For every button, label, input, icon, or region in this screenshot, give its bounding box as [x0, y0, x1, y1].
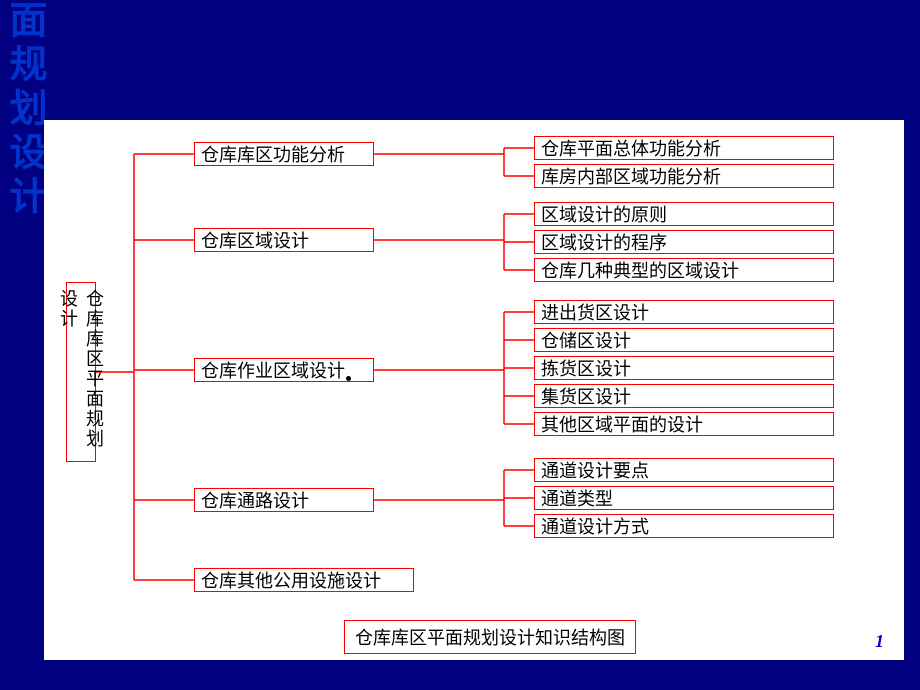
level3-node-12: 通道设计方式 [534, 514, 834, 538]
level3-node-7: 拣货区设计 [534, 356, 834, 380]
side-title: 面规划设计 [2, 0, 44, 220]
bullet-dot [346, 376, 351, 381]
level2-node-3: 仓库通路设计 [194, 488, 374, 512]
level3-node-1: 库房内部区域功能分析 [534, 164, 834, 188]
caption-box: 仓库库区平面规划设计知识结构图 [344, 620, 636, 654]
level2-node-1: 仓库区域设计 [194, 228, 374, 252]
level3-node-6: 仓储区设计 [534, 328, 834, 352]
level2-node-4: 仓库其他公用设施设计 [194, 568, 414, 592]
level3-node-2: 区域设计的原则 [534, 202, 834, 226]
level2-node-0: 仓库库区功能分析 [194, 142, 374, 166]
level3-node-8: 集货区设计 [534, 384, 834, 408]
level3-node-5: 进出货区设计 [534, 300, 834, 324]
level3-node-10: 通道设计要点 [534, 458, 834, 482]
page-number: 1 [875, 631, 884, 652]
root-node: 仓库库区平面规划设计 [66, 282, 96, 462]
level3-node-4: 仓库几种典型的区域设计 [534, 258, 834, 282]
diagram-canvas: 仓库库区平面规划设计 仓库库区功能分析仓库区域设计仓库作业区域设计仓库通路设计仓… [44, 120, 904, 660]
level3-node-0: 仓库平面总体功能分析 [534, 136, 834, 160]
level3-node-3: 区域设计的程序 [534, 230, 834, 254]
level3-node-11: 通道类型 [534, 486, 834, 510]
level3-node-9: 其他区域平面的设计 [534, 412, 834, 436]
